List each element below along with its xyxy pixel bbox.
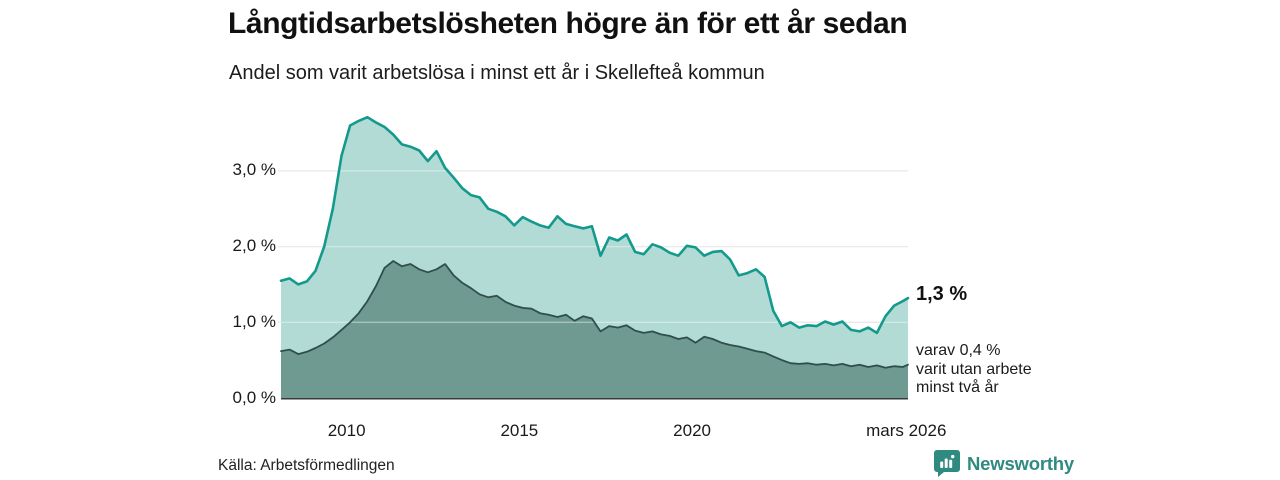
x-tick-label: mars 2026: [866, 421, 947, 440]
y-tick-label: 3,0 %: [232, 160, 276, 180]
latest-value-label: 1,3 %: [916, 283, 968, 305]
y-tick-label: 0,0 %: [232, 387, 276, 407]
newsworthy-logo: Newsworthy: [934, 449, 1074, 478]
x-tick-label: 2020: [673, 421, 711, 440]
area-unemployed-two-years: [281, 261, 908, 398]
source-note: Källa: Arbetsförmedlingen: [218, 457, 395, 474]
latest-detail-label: varav 0,4 % varit utan arbete minst två …: [916, 342, 1032, 396]
y-tick-label: 1,0 %: [232, 311, 276, 331]
line-unemployed-one-year: [279, 115, 910, 335]
newsworthy-bubble-chart-icon: [934, 450, 960, 477]
newsworthy-wordmark: Newsworthy: [967, 452, 1074, 474]
page-title: Långtidsarbetslösheten högre än för ett …: [228, 7, 908, 40]
y-tick-label: 2,0 %: [232, 236, 276, 256]
line-unemployed-two-years: [280, 260, 909, 369]
chart-subtitle: Andel som varit arbetslösa i minst ett å…: [229, 62, 765, 84]
x-tick-label: 2010: [327, 421, 366, 440]
x-tick-label: 2015: [500, 421, 539, 440]
